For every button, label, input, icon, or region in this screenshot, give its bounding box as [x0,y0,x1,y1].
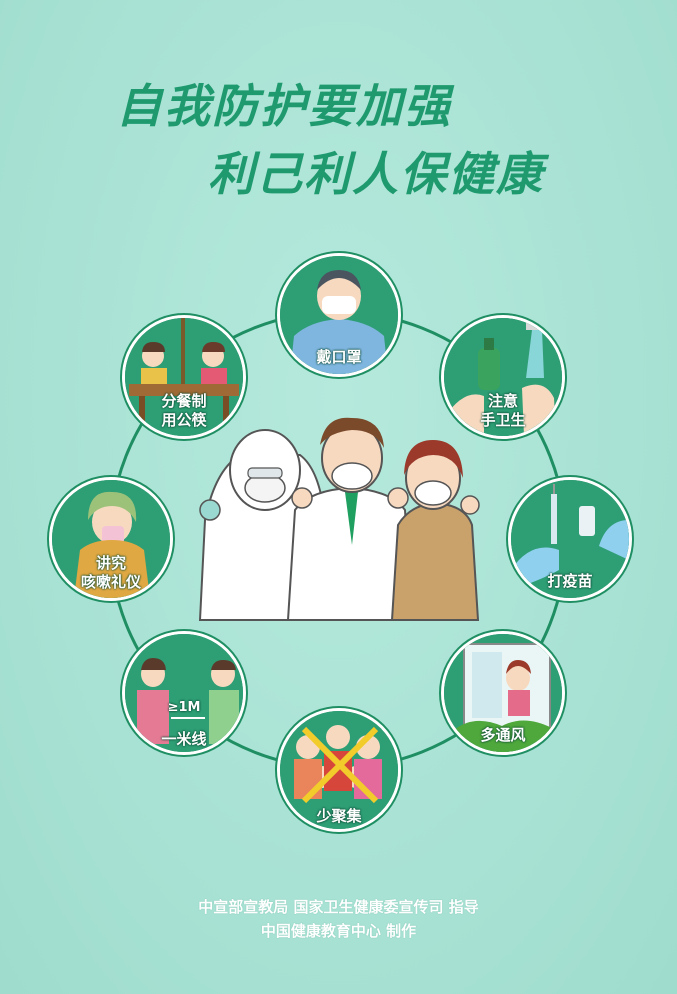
face-mask-icon [280,256,398,374]
one-meter-distance-icon [125,634,243,752]
distance-badge: ≥1M [167,700,201,715]
poster-title-line1: 自我防护要加强 [116,79,452,133]
item-label: 少聚集 [316,807,362,825]
item-cough-etiquette: 讲究 咳嗽礼仪 [49,477,173,601]
item-label: 讲究 咳嗽礼仪 [80,554,141,591]
item-label: 戴口罩 [316,348,362,366]
separate-meal-icon [125,318,243,436]
avoid-crowd-icon [280,711,398,829]
item-wear-mask: 戴口罩 [277,253,401,377]
item-label: 打疫苗 [547,572,593,590]
window-ventilation-icon [444,634,562,752]
item-vaccine: 打疫苗 [508,477,632,601]
item-avoid-gathering: 少聚集 [277,708,401,832]
footer-producer: 中国健康教育中心 制作 [260,922,417,940]
item-ventilation: 多通风 [441,631,565,755]
item-hand-hygiene: 注意 手卫生 [441,315,565,439]
item-one-meter-distance: ≥1M 一米线 [122,631,246,755]
vaccine-icon [511,480,629,598]
item-label: 分餐制 用公筷 [161,392,207,429]
doctor-figure [286,417,414,621]
item-separate-meals: 分餐制 用公筷 [122,315,246,439]
nurse-figure [390,440,480,621]
cough-etiquette-icon [52,480,170,598]
poster-title-line2: 利己利人保健康 [208,147,544,201]
item-label: 一米线 [161,730,207,748]
item-label: 注意 手卫生 [480,392,526,429]
footer-guidance: 中宣部宣教局 国家卫生健康委宣传司 指导 [198,898,479,916]
item-label: 多通风 [480,726,526,744]
